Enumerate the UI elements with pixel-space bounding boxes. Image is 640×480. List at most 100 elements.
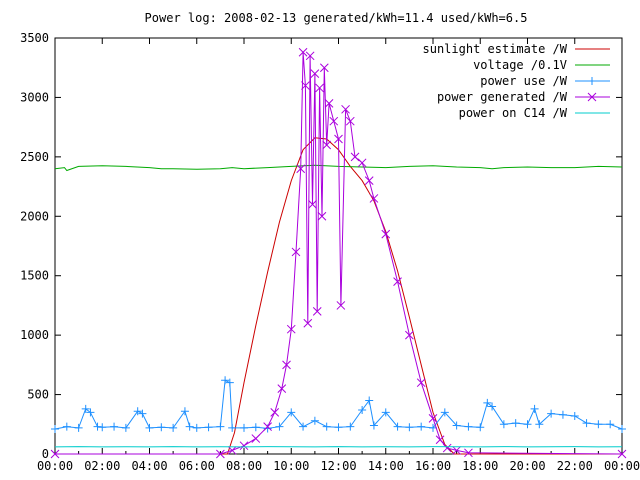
data-point (393, 277, 402, 287)
data-point (523, 420, 532, 429)
x-tick-label: 00:00 (604, 459, 640, 473)
data-point (303, 318, 313, 328)
data-point (270, 408, 280, 417)
y-tick-label: 3500 (20, 31, 49, 45)
data-point (393, 422, 402, 431)
x-tick-label: 18:00 (462, 459, 498, 473)
data-point (324, 99, 334, 108)
data-point (511, 419, 520, 428)
data-point (617, 449, 627, 459)
legend-entry-label: power use /W (480, 74, 567, 88)
data-point (322, 140, 332, 150)
data-point (133, 407, 142, 416)
data-point (558, 410, 567, 419)
series-line (54, 379, 623, 430)
x-tick-label: 06:00 (179, 459, 215, 473)
legend-entry-label: power generated /W (437, 90, 568, 104)
data-point (317, 211, 327, 221)
data-point (319, 63, 329, 73)
series-layer (50, 47, 627, 459)
data-point (192, 423, 201, 432)
data-point (263, 422, 272, 432)
data-point (547, 409, 556, 418)
data-point (358, 406, 367, 415)
data-point (417, 422, 426, 431)
data-point (239, 441, 249, 451)
data-point (381, 408, 390, 417)
data-point (310, 69, 320, 79)
x-axis-ticks: 00:00 02:00 04:00 06:00 08:00 10:00 12:00 14:00… (37, 38, 640, 473)
y-tick-label: 1500 (20, 269, 49, 283)
series-power-use-w (51, 376, 626, 434)
data-point (157, 423, 166, 432)
chart-title: Power log: 2008-02-13 generated/kWh=11.4… (145, 11, 528, 25)
data-point (145, 423, 154, 432)
data-point (440, 408, 449, 417)
data-point (251, 434, 261, 443)
data-point (357, 158, 367, 168)
data-point (535, 420, 544, 429)
data-point (452, 446, 461, 455)
data-point (381, 229, 391, 239)
data-point (185, 422, 194, 431)
data-point (334, 423, 343, 432)
data-point (110, 422, 119, 431)
y-tick-label: 1000 (20, 328, 49, 342)
data-point (296, 164, 306, 174)
x-tick-label: 10:00 (273, 459, 309, 473)
data-point (221, 376, 230, 385)
data-point (286, 324, 296, 334)
data-point (180, 407, 189, 416)
data-point (365, 396, 374, 405)
series-line (55, 137, 622, 455)
data-point (405, 423, 414, 432)
data-point (606, 420, 615, 429)
data-point (594, 420, 603, 429)
data-point (464, 422, 473, 431)
data-point (452, 421, 461, 430)
data-point (287, 408, 296, 417)
data-point (334, 134, 343, 144)
data-point (322, 422, 331, 431)
y-tick-label: 500 (27, 388, 49, 402)
x-tick-label: 16:00 (415, 459, 451, 473)
data-point (428, 413, 438, 423)
data-point (138, 409, 147, 418)
x-tick-label: 22:00 (557, 459, 593, 473)
series-power-generated-w (50, 47, 627, 459)
data-point (587, 92, 597, 102)
data-point (216, 422, 225, 431)
data-point (227, 446, 237, 455)
data-point (341, 104, 350, 114)
data-point (225, 378, 234, 387)
data-point (369, 194, 379, 203)
x-tick-label: 08:00 (226, 459, 262, 473)
data-point (50, 449, 60, 459)
data-point (93, 422, 102, 431)
y-tick-label: 2000 (20, 209, 49, 223)
data-point (315, 83, 324, 93)
data-point (240, 423, 248, 432)
data-point (301, 81, 310, 90)
data-point (618, 425, 626, 434)
data-point (488, 402, 497, 411)
data-point (346, 422, 355, 431)
data-point (364, 176, 374, 185)
x-tick-label: 00:00 (37, 459, 73, 473)
legend-entry-label: voltage /0.1V (473, 58, 567, 72)
data-point (81, 404, 90, 413)
data-point (305, 51, 315, 61)
data-point (530, 404, 539, 413)
data-point (416, 378, 426, 388)
data-point (275, 422, 284, 431)
y-tick-label: 3000 (20, 90, 49, 104)
data-point (299, 422, 308, 431)
data-point (291, 247, 301, 257)
data-point (405, 330, 414, 340)
y-axis-ticks: 0 500 1000 1500 2000 2500 3000 3500 (20, 31, 622, 461)
legend-entry-label: sunlight estimate /W (423, 42, 568, 56)
data-point (86, 408, 95, 417)
data-point (310, 416, 319, 425)
data-point (98, 423, 107, 432)
